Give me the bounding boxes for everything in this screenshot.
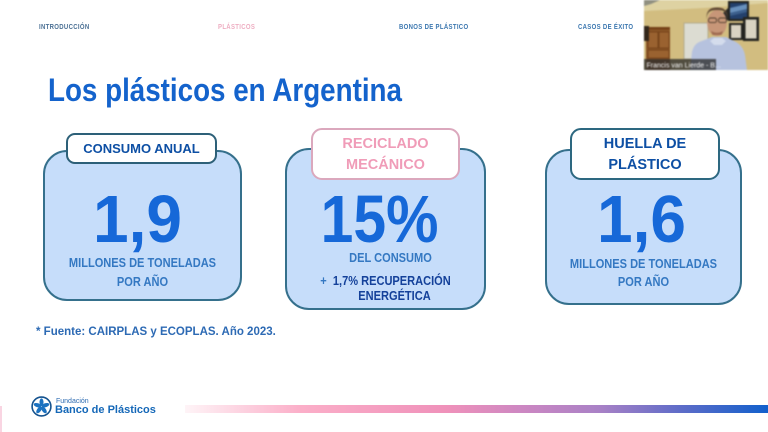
svg-text:Francis van Lierde - B...: Francis van Lierde - B... — [647, 62, 721, 69]
